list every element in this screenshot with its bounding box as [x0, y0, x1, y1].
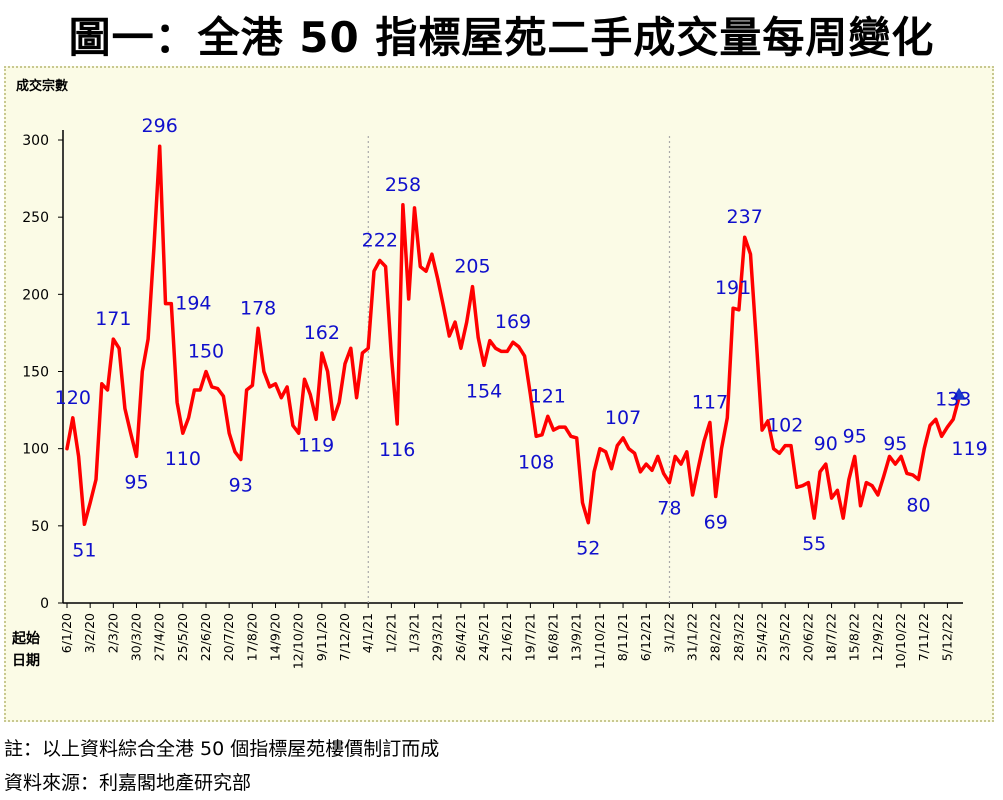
- data-label: 237: [727, 206, 763, 228]
- series-line: [65, 144, 961, 527]
- x-tick-label: 28/2/22: [708, 613, 723, 661]
- x-tick-label: 13/9/21: [569, 613, 584, 661]
- data-label: 178: [240, 297, 276, 319]
- x-tick-label: 1/2/21: [383, 613, 398, 653]
- end-arrow-marker: [952, 387, 966, 400]
- data-label: 95: [843, 425, 867, 447]
- data-label: 108: [518, 451, 554, 473]
- data-label: 78: [657, 498, 681, 520]
- x-tick-label: 12/10/20: [291, 613, 306, 669]
- x-tick-label: 16/8/21: [546, 613, 561, 661]
- data-label: 117: [692, 391, 728, 413]
- data-label: 95: [124, 471, 148, 493]
- x-tick-label: 25/5/20: [175, 613, 190, 661]
- x-tick-label: 5/12/22: [939, 613, 954, 661]
- data-label: 110: [165, 448, 201, 470]
- x-tick-label: 8/11/21: [615, 613, 630, 661]
- x-tick-label: 17/8/20: [244, 613, 259, 661]
- x-tick-label: 3/2/20: [82, 613, 97, 653]
- x-tick-label: 19/7/21: [522, 613, 537, 661]
- data-label: 162: [304, 322, 340, 344]
- data-label: 93: [229, 474, 253, 496]
- x-tick-label: 7/12/20: [337, 613, 352, 661]
- data-label: 194: [175, 293, 211, 315]
- y-tick-label: 0: [40, 596, 49, 612]
- y-tick-label: 200: [22, 287, 49, 303]
- data-label: 55: [802, 533, 826, 555]
- data-label: 116: [379, 439, 415, 461]
- x-tick-label: 6/1/20: [59, 613, 74, 653]
- data-label: 52: [576, 538, 600, 560]
- x-axis-label-part: 起始: [11, 630, 40, 647]
- footnote-note: 註：以上資料綜合全港 50 個指標屋苑樓價制訂而成: [4, 738, 440, 760]
- x-tick-label: 14/9/20: [268, 613, 283, 661]
- y-tick-label: 150: [22, 365, 49, 381]
- x-tick-label: 1/3/21: [407, 613, 422, 653]
- x-tick-label: 10/10/22: [893, 613, 908, 669]
- chart-area: 成交宗數 起始日期 0 50 100 150 200 250 300 6/1/20 3/2/20…: [4, 66, 994, 722]
- y-tick-label: 250: [22, 210, 49, 226]
- chart-title: 圖一：全港 50 指標屋苑二手成交量每周變化: [68, 13, 935, 62]
- data-label: 171: [95, 308, 131, 330]
- x-tick-label: 4/1/21: [360, 613, 375, 653]
- y-tick-label: 100: [22, 442, 49, 458]
- x-tick-label: 21/6/21: [499, 613, 514, 661]
- x-tick-label: 20/7/20: [221, 613, 236, 661]
- data-label: 95: [883, 433, 907, 455]
- x-tick-label: 23/5/22: [777, 613, 792, 661]
- x-tick-label: 18/7/22: [824, 613, 839, 661]
- footnote-source: 資料來源：利嘉閣地產研究部: [4, 772, 252, 794]
- x-tick-label: 31/1/22: [685, 613, 700, 661]
- y-tick-label: 300: [22, 133, 49, 149]
- x-tick-label: 29/3/21: [430, 613, 445, 661]
- data-label: 107: [605, 407, 641, 429]
- x-tick-label: 3/1/22: [661, 613, 676, 653]
- data-label: 150: [188, 341, 224, 363]
- x-tick-label: 2/3/20: [105, 613, 120, 653]
- data-label: 205: [454, 256, 490, 278]
- x-tick-label: 7/11/22: [916, 613, 931, 661]
- x-tick-label: 15/8/22: [847, 613, 862, 661]
- data-label: 154: [466, 380, 502, 402]
- x-tick-label: 28/3/22: [731, 613, 746, 661]
- x-tick-label: 30/3/20: [129, 613, 144, 661]
- data-label: 120: [55, 387, 91, 409]
- x-tick-label: 9/11/20: [314, 613, 329, 661]
- x-tick-label: 24/5/21: [476, 613, 491, 661]
- data-label: 69: [704, 512, 728, 534]
- x-tick-label: 25/4/22: [754, 613, 769, 661]
- data-label: 90: [814, 433, 838, 455]
- data-label: 80: [906, 495, 930, 517]
- x-axis-label-part: 日期: [12, 653, 40, 669]
- x-tick-label: 11/10/21: [592, 613, 607, 669]
- data-label: 258: [385, 174, 421, 196]
- data-label: 296: [142, 115, 178, 137]
- y-tick-label: 50: [31, 519, 49, 535]
- y-axis-label: 成交宗數: [16, 78, 68, 94]
- data-label: 169: [495, 311, 531, 333]
- x-tick-label: 20/6/22: [800, 613, 815, 661]
- x-tick-label: 22/6/20: [198, 613, 213, 661]
- data-label: 191: [715, 277, 751, 299]
- x-tick-label: 26/4/21: [453, 613, 468, 661]
- data-label: 133: [935, 388, 971, 410]
- x-tick-label: 12/9/22: [870, 613, 885, 661]
- x-tick-label: 27/4/20: [152, 613, 167, 661]
- data-label: 51: [72, 539, 96, 561]
- data-label: 119: [951, 438, 987, 460]
- data-label: 121: [530, 385, 566, 407]
- data-label: 222: [362, 229, 398, 251]
- x-tick-label: 6/12/21: [638, 613, 653, 661]
- data-label: 119: [298, 434, 334, 456]
- data-label: 102: [767, 415, 803, 437]
